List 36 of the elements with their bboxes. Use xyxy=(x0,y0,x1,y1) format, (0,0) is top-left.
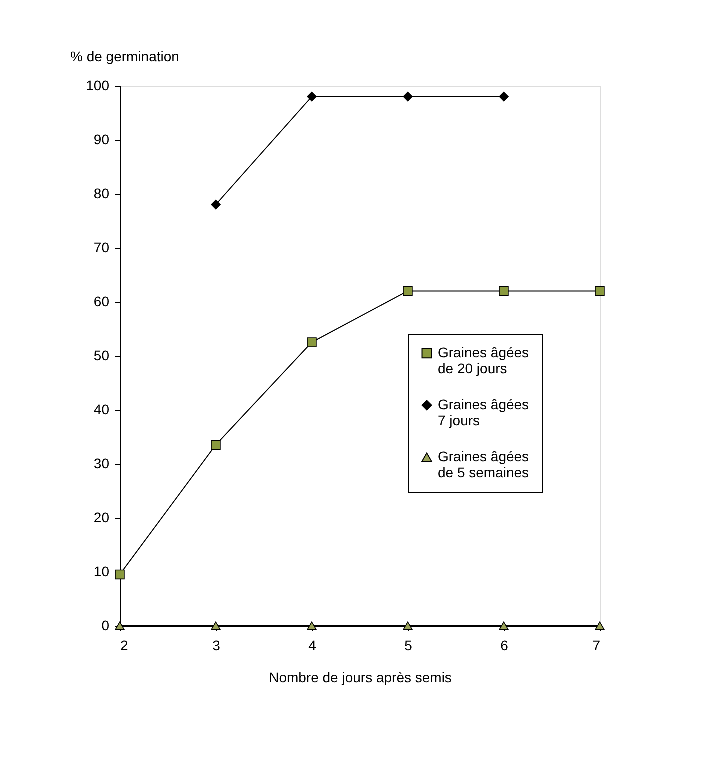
y-tick-label: 50 xyxy=(94,348,110,364)
point xyxy=(307,622,317,630)
point xyxy=(499,92,509,102)
point xyxy=(499,622,509,630)
y-tick-label: 0 xyxy=(102,618,110,634)
point xyxy=(211,622,221,630)
x-tick-label: 6 xyxy=(500,638,509,654)
y-tick-label: 80 xyxy=(94,186,110,202)
x-tick-label: 3 xyxy=(212,638,221,654)
point xyxy=(403,622,413,630)
legend-label: Graines âgées de 20 jours xyxy=(438,344,530,376)
point xyxy=(307,92,317,102)
point xyxy=(403,92,413,102)
point xyxy=(211,440,221,450)
x-tick-label: 2 xyxy=(120,638,128,654)
point xyxy=(403,286,413,296)
y-tick-label: 10 xyxy=(94,564,110,580)
point xyxy=(115,570,125,580)
y-tick-label: 100 xyxy=(86,78,110,94)
y-tick-label: 40 xyxy=(94,402,110,418)
x-tick-label: 4 xyxy=(308,638,317,654)
y-axis-title: % de germination xyxy=(70,48,180,64)
y-tick-label: 70 xyxy=(94,240,110,256)
y-tick-label: 60 xyxy=(94,294,110,310)
y-tick-label: 90 xyxy=(94,132,110,148)
y-tick-label: 20 xyxy=(94,510,110,526)
point xyxy=(211,200,221,210)
point xyxy=(307,338,317,348)
x-tick-label: 5 xyxy=(404,638,413,654)
legend-label: Graines âgées de 5 semaines xyxy=(438,448,530,480)
point xyxy=(499,286,509,296)
point xyxy=(595,286,605,296)
x-tick-label: 7 xyxy=(592,638,601,654)
x-axis-title: Nombre de jours après semis xyxy=(269,670,452,686)
y-tick-label: 30 xyxy=(94,456,110,472)
legend-label: Graines âgées 7 jours xyxy=(438,396,530,428)
